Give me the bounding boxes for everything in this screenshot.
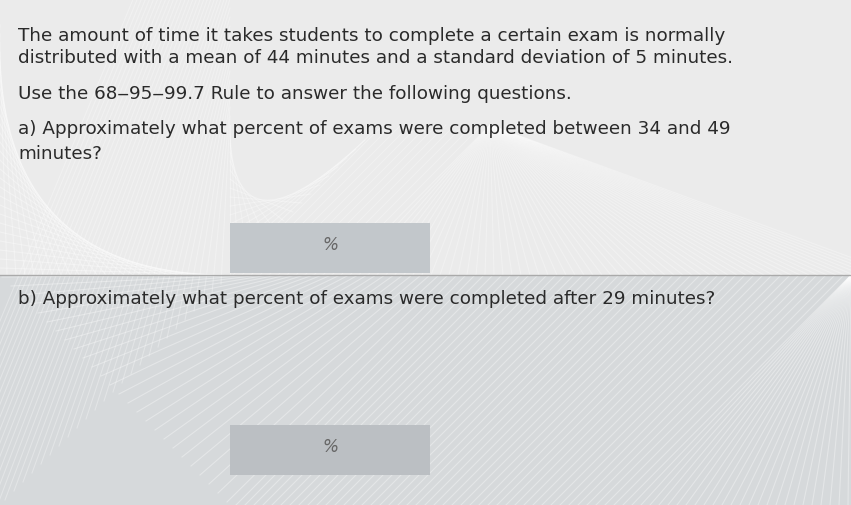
Bar bbox=[0, 275, 851, 505]
Text: %: % bbox=[322, 236, 338, 254]
Text: The amount of time it takes students to complete a certain exam is normally: The amount of time it takes students to … bbox=[18, 27, 725, 45]
Text: minutes?: minutes? bbox=[18, 145, 102, 163]
Text: a) Approximately what percent of exams were completed between 34 and 49: a) Approximately what percent of exams w… bbox=[18, 120, 730, 138]
Bar bbox=[0, 0, 851, 10]
Text: %: % bbox=[322, 438, 338, 456]
Text: distributed with a mean of 44 minutes and a standard deviation of 5 minutes.: distributed with a mean of 44 minutes an… bbox=[18, 49, 733, 67]
Bar bbox=[0, 0, 851, 275]
Text: b) Approximately what percent of exams were completed after 29 minutes?: b) Approximately what percent of exams w… bbox=[18, 290, 715, 308]
Bar bbox=[230, 223, 430, 273]
Bar bbox=[230, 425, 430, 475]
Text: Use the 68‒95‒99.7 Rule to answer the following questions.: Use the 68‒95‒99.7 Rule to answer the fo… bbox=[18, 85, 572, 103]
